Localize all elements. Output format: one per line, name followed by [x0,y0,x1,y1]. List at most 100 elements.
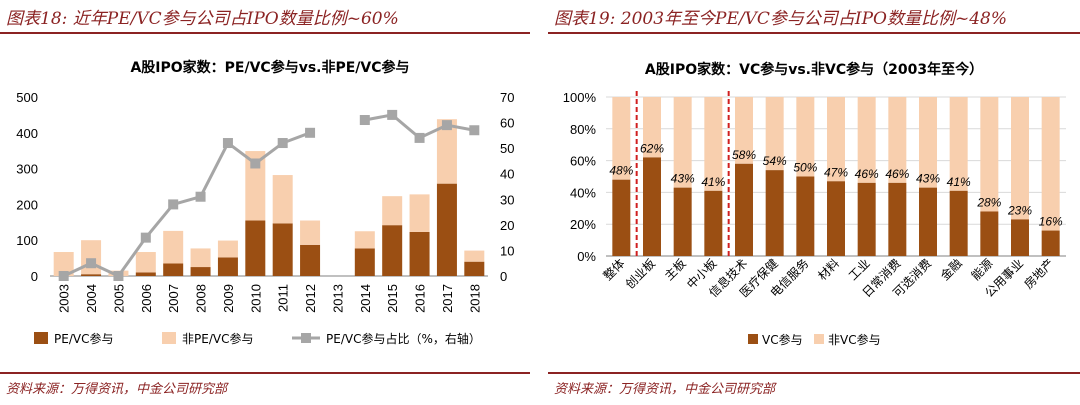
y2-tick-label: 60 [500,116,514,131]
data-label: 41% [701,175,725,189]
title-rule-right [548,32,1080,34]
bar-non-vc [1041,97,1060,231]
source-note-left: 资料来源：万得资讯，中金公司研究部 [6,382,228,397]
x-tick-label: 2009 [221,284,236,313]
bar-vc [980,211,999,256]
bar-pevc [300,244,321,276]
legend-marker-ratio [301,333,311,343]
chart-title-left: A股IPO家数：PE/VC参与vs.非PE/VC参与 [130,59,409,76]
bar-non-pevc [53,252,74,276]
bar-non-vc [673,97,692,188]
legend-swatch-vc [748,334,758,344]
bar-vc [704,190,723,256]
x-tick-label: 创业板 [623,256,658,291]
x-tick-label: 2003 [57,284,72,313]
bar-non-pevc [81,240,102,275]
ratio-point [58,271,69,281]
legend-swatch-non-pevc [162,332,176,344]
bar-pevc [464,261,485,276]
bar-non-vc [827,97,845,182]
bar-pevc [245,220,266,276]
data-label: 28% [976,195,1001,209]
bar-vc [827,181,845,256]
bar-vc [949,190,968,256]
bar-non-pevc [163,230,184,264]
data-label: 16% [1039,215,1063,229]
bar-pevc [163,263,184,276]
percent-stacked-bar-chart: A股IPO家数：VC参与vs.非VC参与（2003年至今） 0% 20% 40% 60%… [563,61,1066,347]
source-rule-left [0,372,530,374]
bar-vc [857,182,876,256]
data-label: 48% [609,164,633,178]
figure-right: 图表19: 2003年至今PE/VC参与公司占IPO数量比例~48% A股IPO… [548,0,1080,405]
source-rule-right [548,372,1080,374]
ratio-point [359,115,370,126]
y-tick-label: 20% [570,217,596,232]
data-label: 50% [793,161,817,175]
bar-non-vc [796,97,815,177]
bar-non-pevc [409,194,430,232]
stacked-bar-line-chart: A股IPO家数：PE/VC参与vs.非PE/VC参与01002003004005… [16,59,514,346]
x-tick-label: 2010 [248,284,263,313]
bar-non-vc [949,97,968,191]
source-note-right: 资料来源：万得资讯，中金公司研究部 [554,382,776,397]
x-tick-label: 材料 [815,256,842,283]
y-tick-label: 0% [577,249,596,264]
bar-vc [888,182,907,256]
bar-vc [919,187,937,256]
ratio-point [469,125,480,136]
y2-tick-label: 10 [500,243,514,258]
bar-non-pevc [217,240,238,258]
ratio-point [222,138,233,149]
data-label: 46% [885,167,909,181]
bar-pevc [354,248,375,276]
bar-vc [673,187,692,256]
ratio-point [140,232,151,243]
y2-tick-label: 50 [500,141,514,156]
ratio-point [277,138,288,149]
y-tick-label: 500 [16,90,38,105]
y-tick-label: 0 [31,269,38,284]
bar-vc [1041,230,1060,256]
ratio-point [250,158,261,169]
bar-pevc [272,223,293,276]
bar-non-pevc [382,196,403,226]
x-tick-label: 2012 [303,284,318,313]
bar-non-vc [888,97,907,183]
x-tick-label: 工业 [846,256,873,283]
data-label: 43% [671,172,695,186]
x-tick-label: 2014 [358,284,373,313]
data-label: 58% [732,148,756,162]
bar-non-vc [1011,97,1029,220]
bar-non-pevc [135,252,156,273]
legend-swatch-pevc [34,332,48,344]
data-label: 43% [916,172,940,186]
bar-non-vc [643,97,661,158]
ratio-point [195,191,206,202]
bar-non-pevc [272,175,293,224]
y2-tick-label: 30 [500,192,514,207]
bar-vc [1011,219,1029,256]
title-rule-left [0,32,530,34]
y-tick-label: 80% [570,122,596,137]
figure-title-left: 图表18: 近年PE/VC参与公司占IPO数量比例~60% [6,9,399,29]
data-label: 41% [947,175,971,189]
bar-non-vc [704,97,723,191]
x-tick-label: 能源 [969,256,996,283]
bar-non-pevc [464,250,485,262]
bar-pevc [190,267,211,276]
x-tick-label: 2017 [440,284,455,313]
chart-title-right: A股IPO家数：VC参与vs.非VC参与（2003年至今） [645,61,983,78]
legend-label-ratio: PE/VC参与占比（%，右轴） [326,331,481,346]
y2-tick-label: 0 [500,269,507,284]
data-label: 62% [640,141,664,155]
x-tick-label: 房地产 [1021,256,1057,292]
ratio-point [113,271,124,281]
data-label: 47% [824,165,848,179]
ratio-point [305,127,316,138]
figure-title-right: 图表19: 2003年至今PE/VC参与公司占IPO数量比例~48% [554,9,1008,29]
x-tick-label: 2016 [413,284,428,313]
y-tick-label: 100% [563,90,597,105]
x-tick-label: 2008 [194,284,209,313]
x-tick-label: 2011 [276,284,291,312]
